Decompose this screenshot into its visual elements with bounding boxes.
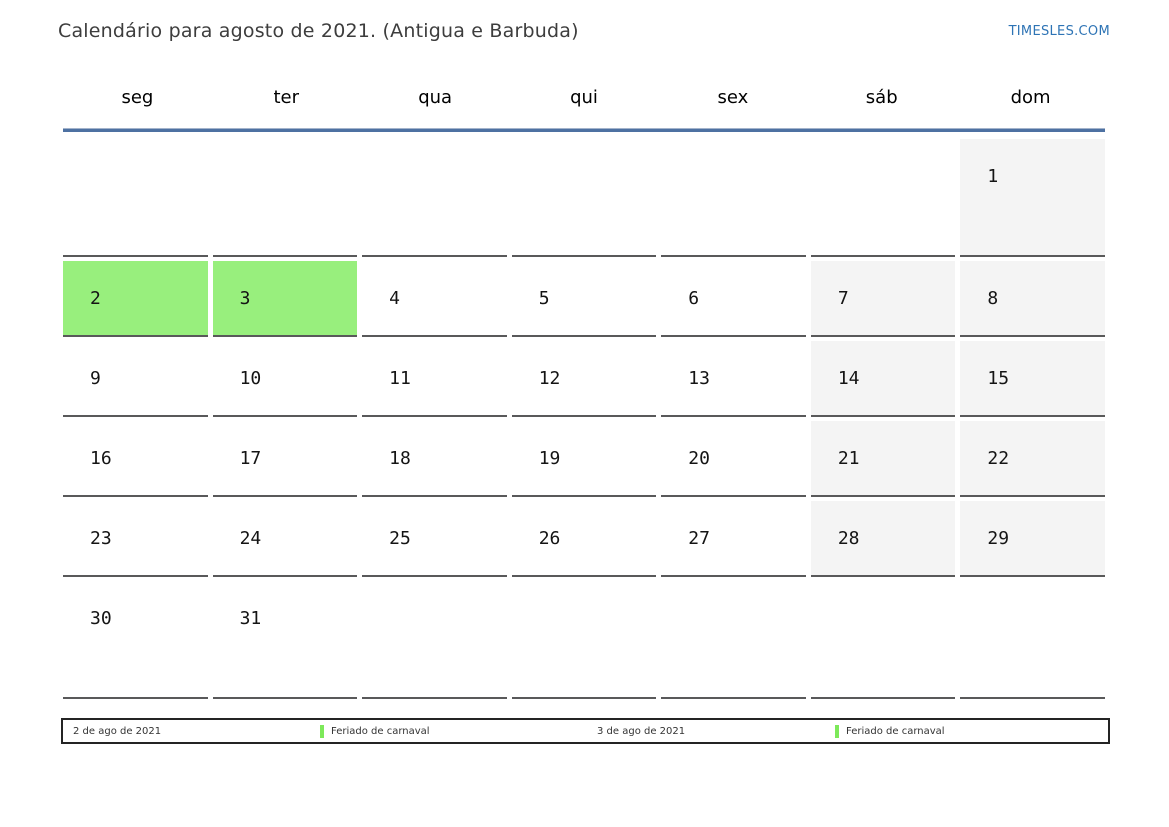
empty-cell [661,581,806,699]
day-number: 9 [90,368,101,389]
legend-entry: Feriado de carnaval [835,724,1108,738]
day-number: 11 [389,368,411,389]
calendar-grid: 1 2 3 4 5 6 7 8 9 10 11 12 13 14 15 16 17 18 19 20 21 22 23 24 2… [63,139,1105,699]
legend-label: Feriado de carnaval [846,725,945,737]
weekday-label-sab: sáb [865,87,898,108]
day-cell-29: 29 [960,501,1105,577]
legend-label: Feriado de carnaval [331,725,430,737]
day-number: 30 [90,608,112,629]
day-number: 13 [688,368,710,389]
day-number: 16 [90,448,112,469]
day-number: 25 [389,528,411,549]
empty-cell [212,139,358,257]
day-number: 12 [538,368,561,389]
day-number: 17 [239,448,262,469]
day-cell-10: 10 [212,341,358,417]
day-number: 24 [239,528,262,549]
day-cell-12: 12 [511,341,657,417]
weekday-label-dom: dom [1010,87,1051,108]
day-cell-9: 9 [63,341,208,417]
day-number: 14 [837,368,860,389]
header-divider [63,128,1105,132]
day-number: 20 [688,448,710,469]
day-cell-6: 6 [661,261,806,337]
day-number: 19 [538,448,561,469]
day-cell-28: 28 [810,501,956,577]
empty-cell [362,139,507,257]
legend-bar: 2 de ago de 2021 Feriado de carnaval 3 d… [61,718,1110,744]
day-cell-11: 11 [362,341,507,417]
weekday-label-seg: seg [121,87,154,108]
empty-cell [960,581,1105,699]
empty-cell [661,139,806,257]
day-cell-19: 19 [511,421,657,497]
holiday-marker-icon [320,724,324,738]
day-cell-24: 24 [212,501,358,577]
day-number: 6 [688,288,700,309]
day-cell-2: 2 [63,261,208,337]
day-cell-23: 23 [63,501,208,577]
day-cell-13: 13 [661,341,806,417]
day-cell-18: 18 [362,421,507,497]
day-number: 21 [837,448,860,469]
day-cell-5: 5 [511,261,657,337]
brand-link[interactable]: TIMESLES.COM [1008,24,1110,39]
day-number: 23 [90,528,112,549]
day-number: 2 [90,288,101,309]
holiday-marker-icon [835,724,839,738]
empty-cell [810,581,956,699]
day-number: 18 [389,448,411,469]
day-cell-30: 30 [63,581,208,699]
weekday-label-ter: ter [273,87,300,108]
day-number: 7 [837,288,849,309]
day-number: 1 [987,166,999,187]
day-number: 26 [538,528,561,549]
legend-date: 3 de ago de 2021 [597,725,686,737]
day-cell-25: 25 [362,501,507,577]
empty-cell [63,139,208,257]
empty-cell [810,139,956,257]
day-cell-26: 26 [511,501,657,577]
empty-cell [511,139,657,257]
day-number: 28 [837,528,860,549]
day-cell-3: 3 [212,261,358,337]
day-number: 4 [389,288,400,309]
weekday-label-sex: sex [717,87,749,108]
legend-entry: Feriado de carnaval [320,724,587,738]
empty-cell [362,581,507,699]
day-number: 3 [239,288,251,309]
weekday-label-qua: qua [418,87,453,108]
day-cell-20: 20 [661,421,806,497]
weekday-header-row: seg ter qua qui sex sáb dom [63,87,1105,108]
legend-date: 2 de ago de 2021 [73,725,162,737]
day-cell-17: 17 [212,421,358,497]
day-cell-31: 31 [212,581,358,699]
day-number: 10 [239,368,262,389]
day-number: 22 [987,448,1010,469]
day-number: 15 [987,368,1010,389]
empty-cell [511,581,657,699]
day-cell-8: 8 [960,261,1105,337]
day-cell-21: 21 [810,421,956,497]
day-cell-15: 15 [960,341,1105,417]
weekday-label-qui: qui [570,87,598,108]
page-title: Calendário para agosto de 2021. (Antigua… [58,20,579,42]
day-number: 5 [538,288,550,309]
day-number: 29 [987,528,1010,549]
day-cell-1: 1 [960,139,1105,257]
day-cell-14: 14 [810,341,956,417]
day-number: 27 [688,528,710,549]
day-number: 31 [239,608,262,629]
day-number: 8 [987,288,999,309]
day-cell-4: 4 [362,261,507,337]
day-cell-16: 16 [63,421,208,497]
day-cell-7: 7 [810,261,956,337]
day-cell-27: 27 [661,501,806,577]
day-cell-22: 22 [960,421,1105,497]
